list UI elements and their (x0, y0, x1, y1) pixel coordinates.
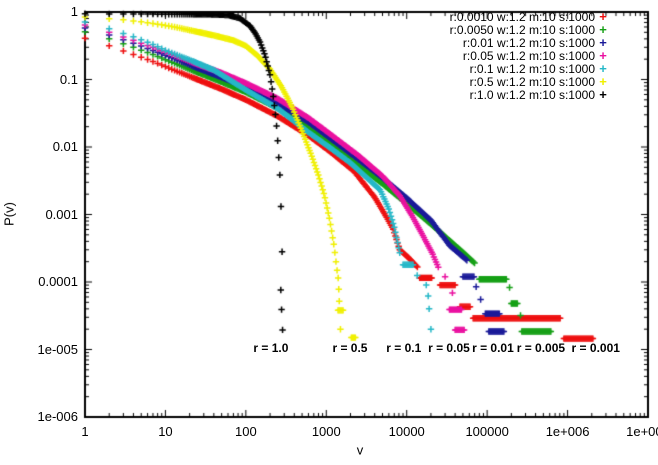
x-axis-label: v (356, 442, 364, 458)
x-tick-label: 1e+007 (626, 424, 658, 439)
legend-entry-label: r:0.05 w:1.2 m:10 s:1000 (462, 48, 595, 63)
legend-entry-label: r:0.0050 w:1.2 m:10 s:1000 (449, 22, 595, 37)
plus-marker-icon: + (599, 61, 607, 76)
legend-entry: r:0.1 w:1.2 m:10 s:1000 + (450, 61, 611, 76)
legend-entry: r:1.0 w:1.2 m:10 s:1000 + (450, 87, 611, 102)
x-tick-label: 10000 (388, 424, 425, 439)
legend: r:0.0010 w:1.2 m:10 s:1000 + r:0.0050 w:… (449, 9, 611, 102)
cutoff-annotation: r = 0.1 (386, 341, 422, 356)
cutoff-annotation: r = 0.001 (571, 341, 620, 356)
plus-marker-icon: + (599, 87, 607, 102)
y-tick-label: 1e-006 (37, 409, 78, 424)
legend-entry: r:0.5 w:1.2 m:10 s:1000 + (450, 74, 611, 89)
legend-entry: r:0.0050 w:1.2 m:10 s:1000 + (449, 22, 611, 37)
plus-marker-icon: + (599, 74, 607, 89)
plus-marker-icon: + (599, 48, 607, 63)
legend-entry: r:0.01 w:1.2 m:10 s:1000 + (450, 35, 611, 50)
y-tick-label: 0.001 (45, 206, 78, 222)
cutoff-annotation: r = 0.05 (428, 341, 470, 356)
y-tick-label: 1 (70, 4, 78, 19)
y-tick-label: 1e-005 (37, 341, 78, 357)
y-tick-label: 0.1 (59, 71, 78, 87)
x-tick-label: 1 (81, 424, 89, 439)
legend-entry-label: r:0.0010 w:1.2 m:10 s:1000 (449, 9, 595, 24)
legend-entry-label: r:0.01 w:1.2 m:10 s:1000 (462, 35, 595, 50)
x-tick-label: 1e+006 (545, 424, 590, 439)
legend-entry: r:0.0010 w:1.2 m:10 s:1000 + (449, 9, 611, 24)
plus-marker-icon: + (599, 35, 607, 50)
legend-entry-label: r:1.0 w:1.2 m:10 s:1000 (469, 87, 595, 102)
cutoff-annotation: r = 1.0 (253, 341, 289, 356)
legend-entry-label: r:0.5 w:1.2 m:10 s:1000 (469, 74, 595, 89)
x-tick-label: 1000 (311, 424, 341, 439)
y-axis-label: P(v) (1, 202, 17, 226)
cutoff-annotation: r = 0.5 (332, 341, 368, 356)
y-tick-label: 0.01 (52, 139, 78, 154)
plus-marker-icon: + (599, 9, 607, 24)
cutoff-annotation: r = 0.005 (516, 341, 566, 356)
cutoff-annotation: r = 0.01 (472, 341, 514, 356)
x-tick-label: 100 (234, 424, 257, 439)
legend-entry: r:0.05 w:1.2 m:10 s:1000 + (450, 48, 611, 63)
plus-marker-icon: + (599, 22, 607, 37)
x-tick-label: 100000 (465, 424, 509, 439)
y-tick-label: 0.0001 (38, 274, 78, 289)
legend-entry-label: r:0.1 w:1.2 m:10 s:1000 (469, 61, 595, 76)
x-tick-label: 10 (158, 424, 173, 439)
